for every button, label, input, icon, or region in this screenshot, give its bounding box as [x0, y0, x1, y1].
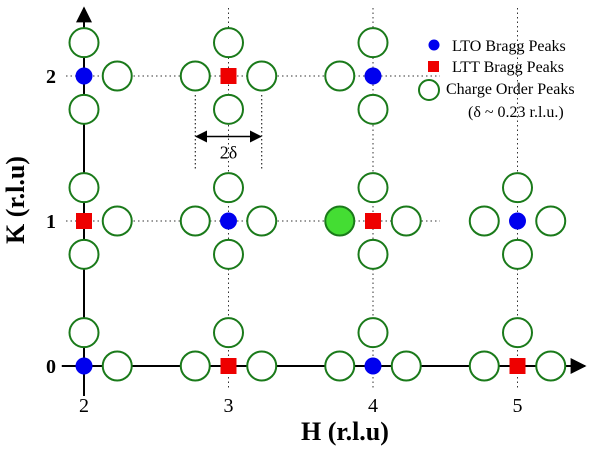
x-tick-label-3: 3 [224, 395, 234, 417]
co-peak-16 [246, 205, 278, 237]
co-peak-19 [390, 205, 422, 237]
co-peak-13 [213, 172, 244, 204]
legend-ltt-marker [428, 61, 439, 72]
co-peak-4 [213, 93, 244, 125]
legend: LTO Bragg Peaks LTT Bragg Peaks Charge O… [418, 38, 575, 121]
y-tick-labels: 0 1 2 [46, 66, 56, 378]
ltt-peak-1 [76, 213, 92, 229]
co-peak-7 [357, 27, 389, 59]
co-peak-20 [502, 172, 533, 204]
co-peak-2 [101, 60, 133, 92]
lto-peak-0 [75, 67, 93, 85]
co-peak-24 [68, 317, 100, 349]
legend-co-label: Charge Order Peaks [446, 81, 575, 98]
ltt-bragg-peaks [76, 68, 526, 374]
co-peak-18 [357, 238, 389, 270]
x-tick-label-4: 4 [368, 395, 378, 417]
legend-lto-label: LTO Bragg Peaks [452, 38, 566, 55]
ltt-peak-4 [509, 358, 526, 374]
co-peak-3 [213, 27, 244, 59]
annotation-label: 2δ [220, 143, 237, 163]
legend-co-note: (δ ~ 0.23 r.l.u.) [468, 104, 564, 121]
x-tick-labels: 2 3 4 5 [79, 395, 523, 417]
co-peak-12 [101, 205, 133, 237]
y-tick-label-0: 0 [46, 356, 56, 378]
two-delta-annotation: 2δ [194, 94, 263, 169]
co-peak-30 [324, 350, 356, 382]
co-peak-31 [390, 350, 422, 382]
co-peak-11 [68, 238, 100, 270]
legend-ltt-label: LTT Bragg Peaks [452, 59, 564, 76]
co-peak-27 [179, 350, 211, 382]
co-peak-22 [468, 205, 500, 237]
co-peak-32 [502, 317, 533, 349]
co-peak-14 [213, 238, 244, 270]
x-axis-title: H (r.l.u) [301, 417, 389, 446]
co-peak-8 [357, 93, 389, 125]
ltt-peak-0 [220, 68, 237, 84]
lto-peak-5 [364, 357, 382, 375]
highlighted-peak [324, 205, 356, 237]
co-peak-29 [357, 317, 389, 349]
co-peak-34 [535, 350, 567, 382]
co-peak-5 [179, 60, 211, 92]
y-tick-label-1: 1 [46, 211, 56, 233]
co-peak-23 [535, 205, 567, 237]
charge-order-peaks [68, 27, 567, 382]
co-peak-15 [179, 205, 211, 237]
co-peak-9 [324, 60, 356, 92]
co-peak-26 [213, 317, 244, 349]
x-tick-label-2: 2 [79, 395, 89, 417]
co-peak-25 [101, 350, 133, 382]
grid-lines [66, 8, 518, 388]
lto-peak-1 [364, 67, 382, 85]
co-peak-17 [357, 172, 389, 204]
lto-peak-3 [509, 212, 526, 230]
lto-peak-4 [75, 357, 93, 375]
co-peak-33 [468, 350, 500, 382]
y-axis-title: K (r.l.u) [1, 156, 30, 244]
co-peak-0 [68, 27, 100, 59]
co-peak-1 [68, 93, 100, 125]
ltt-peak-2 [365, 213, 381, 229]
legend-co-marker [418, 79, 440, 101]
y-tick-label-2: 2 [46, 66, 56, 88]
co-peak-6 [246, 60, 278, 92]
co-peak-10 [68, 172, 100, 204]
legend-lto-marker [428, 39, 440, 51]
co-peak-21 [502, 238, 533, 270]
x-tick-label-5: 5 [513, 395, 523, 417]
highlighted-co-peak [324, 205, 356, 237]
lto-peak-2 [220, 212, 237, 230]
lto-bragg-peaks [75, 67, 526, 375]
ltt-peak-3 [220, 358, 237, 374]
co-peak-28 [246, 350, 278, 382]
